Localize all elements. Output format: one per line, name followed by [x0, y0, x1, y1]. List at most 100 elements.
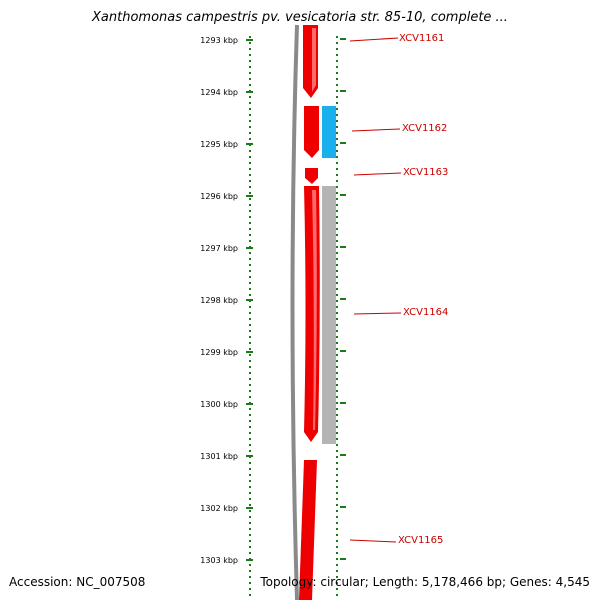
ruler-dot — [336, 444, 338, 446]
ruler-dot — [249, 42, 251, 44]
gene-highlight — [312, 190, 317, 430]
accession-text: Accession: NC_007508 — [9, 575, 146, 589]
genome-backbone — [290, 24, 299, 600]
ruler-dot — [249, 468, 251, 470]
ruler-dot — [336, 474, 338, 476]
ruler-dot — [336, 576, 338, 578]
ruler-dot — [336, 114, 338, 116]
ruler-dot — [336, 570, 338, 572]
ruler-dot — [336, 204, 338, 206]
ruler-dot — [336, 222, 338, 224]
gene-labels: XCV1161 XCV1162 XCV1163 XCV1164 XCV1165 — [349, 33, 448, 546]
ruler-dot — [249, 522, 251, 524]
dotted-ruler-right — [336, 36, 346, 596]
ruler-dot — [336, 342, 338, 344]
ruler-dot — [336, 180, 338, 182]
ruler-dot — [336, 420, 338, 422]
ruler-dot — [249, 390, 251, 392]
ruler-dot — [336, 390, 338, 392]
ruler-dot — [336, 516, 338, 518]
gene-block-xcv1164[interactable] — [304, 186, 320, 442]
ruler-dot — [336, 552, 338, 554]
ruler-dot — [336, 252, 338, 254]
ruler-dot — [249, 336, 251, 338]
kbp-tick — [246, 507, 253, 509]
ruler-dot — [249, 384, 251, 386]
gene-block-xcv1163[interactable] — [305, 168, 318, 184]
ruler-dot — [336, 258, 338, 260]
ruler-tick — [340, 90, 346, 92]
ruler-dot — [336, 156, 338, 158]
ruler-dot — [336, 354, 338, 356]
kbp-tick — [246, 39, 253, 41]
ruler-dot — [249, 570, 251, 572]
ruler-dot — [336, 174, 338, 176]
ruler-dot — [336, 396, 338, 398]
ruler-dot — [336, 282, 338, 284]
ruler-dot — [336, 366, 338, 368]
ruler-dot — [336, 540, 338, 542]
ruler-dot — [249, 72, 251, 74]
ruler-dot — [249, 498, 251, 500]
ruler-dot — [249, 114, 251, 116]
ruler-dot — [249, 312, 251, 314]
ruler-dot — [336, 108, 338, 110]
ruler-dot — [336, 90, 338, 92]
gray-feature[interactable] — [322, 186, 336, 444]
ruler-dot — [336, 426, 338, 428]
ruler-dot — [249, 576, 251, 578]
ruler-dot — [249, 48, 251, 50]
ruler-dot — [249, 180, 251, 182]
ruler-dot — [249, 270, 251, 272]
ruler-dot — [249, 54, 251, 56]
ruler-dot — [336, 330, 338, 332]
ruler-dot — [336, 582, 338, 584]
ruler-tick — [340, 194, 346, 196]
ruler-dot — [336, 162, 338, 164]
ruler-dot — [249, 174, 251, 176]
gene-label[interactable]: XCV1162 — [402, 123, 447, 134]
ruler-dot — [336, 126, 338, 128]
ruler-dot — [249, 354, 251, 356]
ruler-dot — [249, 360, 251, 362]
ruler-dot — [336, 72, 338, 74]
ruler-dot — [336, 276, 338, 278]
ruler-dot — [249, 228, 251, 230]
ruler-dot — [336, 240, 338, 242]
gene-label[interactable]: XCV1163 — [403, 167, 448, 178]
ruler-dot — [336, 198, 338, 200]
gene-block-xcv1165[interactable] — [299, 460, 317, 600]
ruler-dot — [336, 270, 338, 272]
ruler-dot — [249, 450, 251, 452]
ruler-dot — [336, 78, 338, 80]
ruler-dot — [336, 48, 338, 50]
ruler-dot — [249, 102, 251, 104]
blue-feature[interactable] — [322, 106, 336, 158]
ruler-dot — [249, 444, 251, 446]
gene-block-xcv1162[interactable] — [304, 106, 319, 158]
ruler-dot — [336, 318, 338, 320]
ruler-dot — [336, 216, 338, 218]
kbp-tick — [246, 299, 253, 301]
ruler-dot — [336, 528, 338, 530]
ruler-dot — [336, 234, 338, 236]
ruler-dot — [249, 414, 251, 416]
ruler-dot — [249, 510, 251, 512]
ruler-dot — [336, 450, 338, 452]
kbp-tick-label: 1299 kbp — [200, 348, 238, 357]
ruler-dot — [336, 504, 338, 506]
gene-label[interactable]: XCV1165 — [398, 535, 443, 546]
gene-label[interactable]: XCV1161 — [399, 33, 444, 44]
ruler-dot — [249, 372, 251, 374]
ruler-dot — [249, 138, 251, 140]
ruler-dot — [336, 150, 338, 152]
ruler-dot — [249, 474, 251, 476]
ruler-dot — [336, 510, 338, 512]
ruler-dot — [336, 138, 338, 140]
ruler-dot — [249, 582, 251, 584]
ruler-tick — [340, 454, 346, 456]
gene-label[interactable]: XCV1164 — [403, 307, 448, 318]
gene-highlight — [312, 28, 316, 92]
ruler-dot — [336, 360, 338, 362]
